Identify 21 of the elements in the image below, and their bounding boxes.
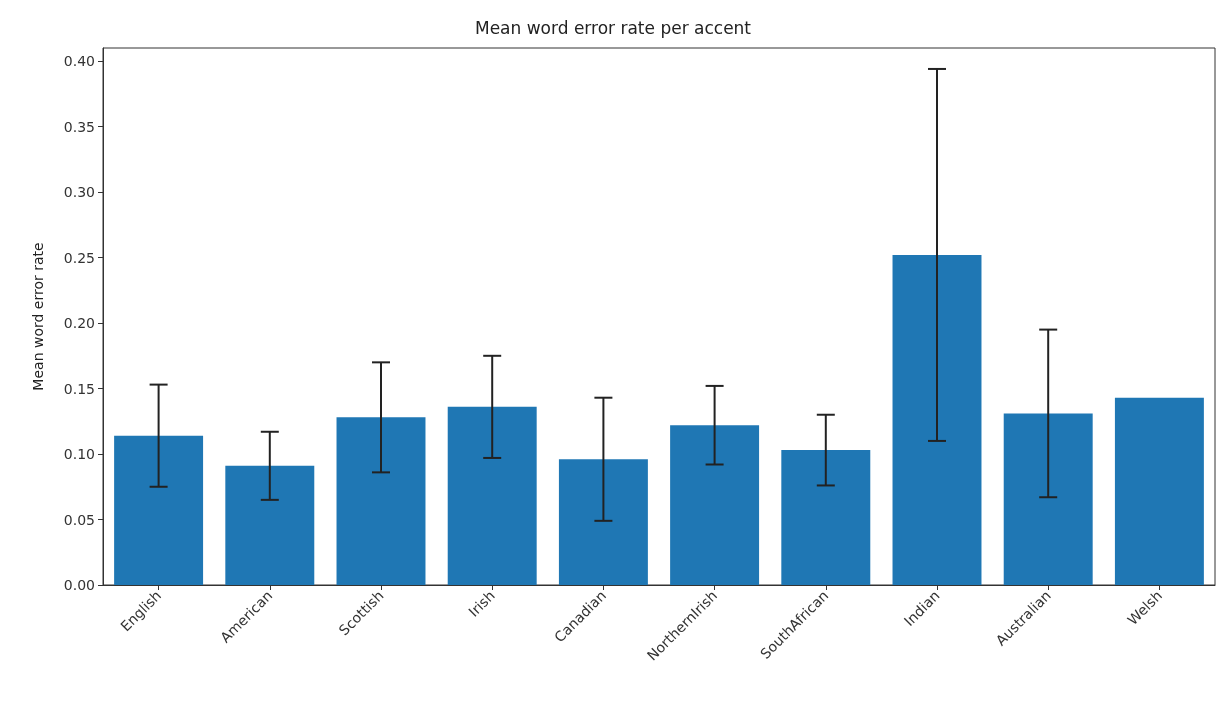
bar <box>447 406 537 585</box>
y-tick-label: 0.15 <box>63 380 95 397</box>
bar <box>781 450 871 585</box>
chart-title: Mean word error rate per accent <box>474 17 752 38</box>
bar <box>114 435 204 585</box>
y-axis-title: Mean word error rate <box>30 242 46 391</box>
y-tick-label: 0.00 <box>63 577 95 593</box>
bar <box>558 459 648 585</box>
y-tick-label: 0.20 <box>63 315 95 332</box>
y-tick-label: 0.05 <box>63 511 95 528</box>
y-tick-label: 0.10 <box>63 446 95 463</box>
bar <box>336 417 426 585</box>
bar <box>1114 397 1204 585</box>
bar <box>892 254 982 585</box>
bar <box>1003 413 1093 585</box>
bar <box>225 465 315 585</box>
y-tick-label: 0.25 <box>63 249 95 266</box>
y-tick-label: 0.40 <box>63 53 95 70</box>
y-tick-label: 0.30 <box>63 184 95 201</box>
bar <box>670 425 760 585</box>
y-tick-label: 0.35 <box>63 118 95 135</box>
